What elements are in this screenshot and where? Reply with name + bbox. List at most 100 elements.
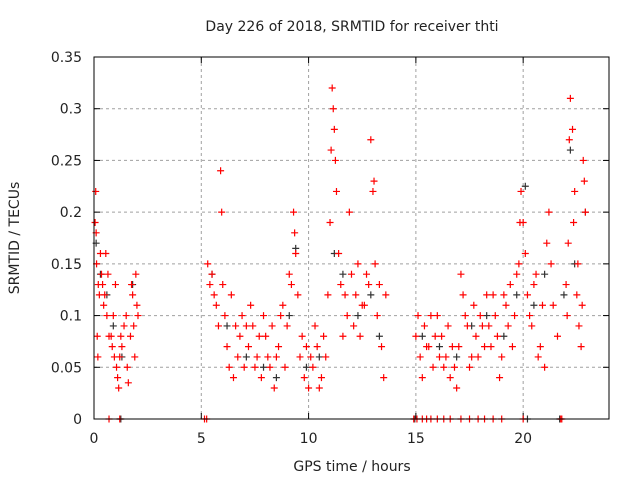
red-data-point <box>300 374 308 382</box>
red-data-point <box>337 281 345 289</box>
red-data-point <box>373 312 381 320</box>
black-data-point <box>483 312 491 320</box>
red-data-point <box>251 363 259 371</box>
red-data-point <box>253 353 261 361</box>
red-data-point <box>238 312 246 320</box>
red-data-point <box>94 353 102 361</box>
red-data-point <box>290 208 298 216</box>
red-data-point <box>569 125 577 133</box>
red-data-point <box>491 312 499 320</box>
black-data-point <box>418 332 426 340</box>
red-data-point <box>478 322 486 330</box>
red-data-point <box>350 322 358 330</box>
red-data-point <box>543 239 551 247</box>
red-data-point <box>117 332 125 340</box>
red-data-point <box>526 312 534 320</box>
red-data-point <box>425 343 433 351</box>
red-data-point <box>339 332 347 340</box>
red-data-point <box>483 291 491 299</box>
red-data-point <box>554 332 561 340</box>
red-data-point <box>99 281 107 289</box>
red-data-point <box>420 322 428 330</box>
red-data-point <box>262 332 270 340</box>
red-data-point <box>232 322 240 330</box>
red-data-point <box>457 270 465 278</box>
red-data-point <box>565 136 573 144</box>
red-data-point <box>277 312 285 320</box>
red-data-point <box>331 156 339 164</box>
red-data-point <box>328 84 336 92</box>
red-data-point <box>302 343 310 351</box>
red-data-point <box>448 343 456 351</box>
red-data-point <box>292 250 300 258</box>
x-tick-label: 10 <box>300 431 318 447</box>
red-data-point <box>129 291 137 299</box>
red-data-point <box>236 332 244 340</box>
red-data-point <box>260 312 268 320</box>
red-data-point <box>225 363 233 371</box>
red-data-point <box>332 187 340 195</box>
red-data-point <box>221 312 229 320</box>
red-data-point <box>298 332 306 340</box>
red-data-point <box>296 353 304 361</box>
black-data-point <box>272 374 280 382</box>
red-data-point <box>107 332 115 340</box>
red-data-point <box>348 270 355 278</box>
red-data-point <box>511 312 519 320</box>
red-data-point <box>570 218 578 226</box>
red-data-point <box>103 312 111 320</box>
red-data-point <box>291 229 299 237</box>
red-data-point <box>435 353 443 361</box>
red-data-point <box>93 332 101 340</box>
red-data-point <box>440 363 448 371</box>
black-data-point <box>530 301 538 309</box>
red-data-point <box>227 291 235 299</box>
red-data-point <box>330 125 338 133</box>
red-data-point <box>326 218 334 226</box>
red-data-point <box>504 322 512 330</box>
red-data-point <box>305 384 313 392</box>
red-data-point <box>506 281 514 289</box>
x-tick-label: 5 <box>197 431 206 447</box>
red-data-point <box>573 291 581 299</box>
red-data-point <box>208 270 216 278</box>
red-data-point <box>130 322 138 330</box>
red-data-point <box>294 291 302 299</box>
red-data-point <box>309 363 317 371</box>
black-data-point <box>367 291 375 299</box>
red-data-point <box>313 343 321 351</box>
red-data-point <box>451 363 458 371</box>
black-data-point <box>513 291 521 299</box>
red-data-point <box>356 332 364 340</box>
red-data-point <box>365 281 373 289</box>
red-data-point <box>476 312 484 320</box>
red-data-point <box>500 291 508 299</box>
red-data-point <box>487 343 495 351</box>
red-data-point <box>108 343 116 351</box>
red-data-point <box>545 208 553 216</box>
red-data-point <box>124 379 132 387</box>
red-data-point <box>242 322 250 330</box>
red-data-point <box>311 322 319 330</box>
red-data-point <box>219 281 227 289</box>
red-data-point <box>502 301 510 309</box>
red-data-point <box>134 312 142 320</box>
red-data-point <box>285 270 293 278</box>
y-tick-label: 0.35 <box>51 50 82 66</box>
red-data-point <box>382 291 390 299</box>
red-data-point <box>114 374 122 382</box>
red-data-point <box>133 301 141 309</box>
red-data-point <box>571 187 579 195</box>
red-data-point <box>317 374 325 382</box>
red-data-point <box>92 187 100 195</box>
black-data-point <box>354 312 362 320</box>
red-data-point <box>240 363 248 371</box>
red-data-point <box>508 343 516 351</box>
red-data-point <box>104 270 112 278</box>
red-data-point <box>446 374 454 382</box>
red-data-point <box>320 332 328 340</box>
red-data-point <box>577 343 585 351</box>
y-tick-label: 0.1 <box>60 309 82 325</box>
red-data-point <box>519 218 527 226</box>
black-data-point <box>285 312 293 320</box>
